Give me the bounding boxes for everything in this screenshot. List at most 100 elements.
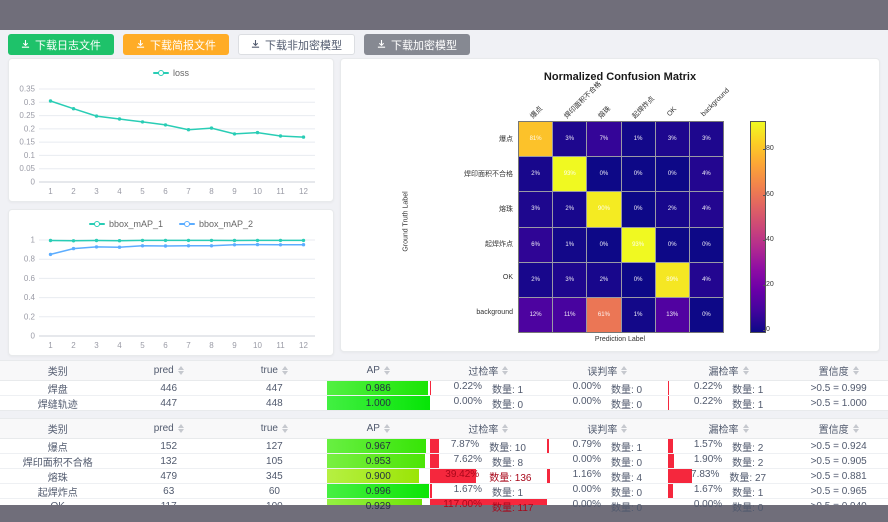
main-content: loss 0 0.05 0.1 0.15 0.2 0.25 0.3 0.35 1 2 3 4 5 6 7 8 9… bbox=[8, 58, 880, 356]
cell-over: 1.67% 数量: 1 bbox=[429, 484, 547, 498]
confusion-matrix-title: Normalized Confusion Matrix bbox=[543, 71, 697, 83]
table-row: 起焊炸点 63 60 0.996 1.67% 数量: 1 0.00% 数量: 0 1.67% 数量… bbox=[0, 484, 888, 499]
data-point bbox=[278, 238, 283, 243]
sort-caret-icon[interactable] bbox=[502, 424, 509, 433]
table-header-ap[interactable]: AP bbox=[327, 419, 430, 438]
sort-caret-icon[interactable] bbox=[502, 366, 509, 375]
matrix-cell: 2% bbox=[587, 262, 621, 297]
table-header-miss[interactable]: 漏检率 bbox=[668, 361, 790, 380]
sort-caret-icon[interactable] bbox=[852, 366, 859, 375]
cell-miss: 7.83% 数量: 27 bbox=[667, 469, 790, 483]
x-tick-label: 5 bbox=[140, 341, 145, 350]
matrix-cell: 2% bbox=[519, 157, 553, 192]
table-header-mis[interactable]: 误判率 bbox=[547, 419, 668, 438]
data-point bbox=[71, 239, 76, 243]
data-point bbox=[278, 243, 283, 247]
table-row: 焊缝轨迹 447 448 1.000 0.00% 数量: 0 0.00% 数量: 0 0.22%… bbox=[0, 396, 888, 410]
cell-conf: >0.5 = 0.999 bbox=[810, 382, 867, 394]
data-point bbox=[94, 238, 99, 243]
x-tick-label: 4 bbox=[117, 341, 122, 350]
table-header-row: 类别 pred true AP 过检率 误判率 漏检率 置信度 bbox=[0, 419, 888, 439]
cell-true: 448 bbox=[266, 397, 283, 409]
rate-bar bbox=[429, 439, 439, 453]
data-point bbox=[94, 114, 99, 118]
cell-miss: 0.22% 数量: 1 bbox=[667, 381, 764, 395]
sort-caret-icon[interactable] bbox=[177, 366, 184, 375]
matrix-cell: 4% bbox=[689, 262, 723, 297]
matrix-cell: 81% bbox=[519, 122, 553, 157]
legend-item-loss[interactable]: loss bbox=[152, 68, 189, 78]
download-button-2[interactable]: 下载简报文件 bbox=[123, 34, 229, 55]
cell-pred: 446 bbox=[160, 382, 178, 394]
table-header-pred[interactable]: pred bbox=[115, 361, 222, 380]
rate-bar bbox=[667, 396, 669, 410]
download-icon bbox=[377, 40, 386, 48]
cell-true: 127 bbox=[266, 440, 283, 452]
table-header-true[interactable]: true bbox=[222, 361, 327, 380]
confusion-matrix: Normalized Confusion Matrix Ground Truth… bbox=[380, 63, 840, 345]
x-tick-label: 6 bbox=[163, 341, 168, 350]
table-header-conf[interactable]: 置信度 bbox=[789, 361, 888, 380]
sort-caret-icon[interactable] bbox=[383, 366, 390, 375]
header-label: true bbox=[260, 423, 278, 434]
matrix-cell: 1% bbox=[553, 227, 587, 262]
table-header-ap[interactable]: AP bbox=[327, 361, 430, 380]
matrix-cell: 1% bbox=[621, 297, 655, 332]
matrix-cell: 0% bbox=[689, 227, 723, 262]
legend-marker bbox=[88, 221, 105, 227]
table-row: 熔珠 479 345 0.900 39.42% 数量: 136 1.16% 数量: 4 7.83… bbox=[0, 469, 888, 484]
matrix-cell: 0% bbox=[655, 157, 689, 192]
cell-class: 焊印面积不合格 bbox=[22, 457, 93, 469]
colorbar-tick-label: 20 bbox=[763, 280, 774, 288]
sort-caret-icon[interactable] bbox=[742, 424, 749, 433]
sort-caret-icon[interactable] bbox=[281, 366, 288, 375]
cell-pred: 63 bbox=[163, 485, 175, 497]
sort-caret-icon[interactable] bbox=[383, 424, 390, 433]
data-point bbox=[71, 107, 76, 111]
sort-caret-icon[interactable] bbox=[742, 366, 749, 375]
table-header-over[interactable]: 过检率 bbox=[430, 361, 547, 380]
header-label: pred bbox=[153, 365, 174, 376]
data-point bbox=[209, 244, 214, 248]
table-header-mis[interactable]: 误判率 bbox=[547, 361, 668, 380]
map-chart: 00.20.40.60.811 2 3 4 5 6 7 8 9 10 11 12 bbox=[24, 236, 315, 350]
sort-caret-icon[interactable] bbox=[621, 366, 628, 375]
table-header-true[interactable]: true bbox=[222, 419, 327, 438]
matrix-col-label: background bbox=[700, 87, 731, 118]
matrix-cell: 0% bbox=[655, 227, 689, 262]
table-header-miss[interactable]: 漏检率 bbox=[668, 419, 790, 438]
legend-item-bbox_mAP_1[interactable]: bbox_mAP_1 bbox=[88, 219, 163, 229]
header-label: true bbox=[260, 365, 278, 376]
download-button-4[interactable]: 下载加密模型 bbox=[364, 34, 470, 55]
cell-true: 60 bbox=[268, 485, 280, 497]
loss-chart-card: loss 0 0.05 0.1 0.15 0.2 0.25 0.3 0.35 1 2 3 4 5 6 7 8 9… bbox=[8, 58, 334, 202]
legend-item-bbox_mAP_2[interactable]: bbox_mAP_2 bbox=[179, 219, 253, 229]
y-tick-label: 0.25 bbox=[19, 111, 35, 120]
matrix-cell: 0% bbox=[621, 157, 655, 192]
table-header-conf[interactable]: 置信度 bbox=[789, 419, 888, 438]
legend-label: loss bbox=[172, 68, 189, 78]
x-tick-label: 8 bbox=[209, 341, 214, 350]
sort-caret-icon[interactable] bbox=[281, 424, 288, 433]
table-header-pred[interactable]: pred bbox=[115, 419, 222, 438]
x-tick-label: 10 bbox=[253, 187, 262, 196]
data-point bbox=[94, 245, 99, 249]
header-label: 过检率 bbox=[468, 367, 499, 378]
download-button-1[interactable]: 下载日志文件 bbox=[8, 34, 114, 55]
y-tick-label: 0.35 bbox=[19, 85, 35, 94]
matrix-cell: 93% bbox=[553, 157, 587, 192]
top-window-bar bbox=[0, 0, 888, 30]
matrix-cell: 93% bbox=[621, 227, 655, 262]
x-tick-label: 4 bbox=[117, 187, 122, 196]
header-label: 置信度 bbox=[818, 425, 849, 436]
matrix-row-label: 熔珠 bbox=[499, 206, 513, 213]
y-tick-label: 0.8 bbox=[24, 255, 36, 264]
download-button-3[interactable]: 下载非加密模型 bbox=[238, 34, 355, 55]
sort-caret-icon[interactable] bbox=[177, 424, 184, 433]
sort-caret-icon[interactable] bbox=[621, 424, 628, 433]
table-header-over[interactable]: 过检率 bbox=[430, 419, 547, 438]
data-point bbox=[163, 123, 168, 127]
sort-caret-icon[interactable] bbox=[852, 424, 859, 433]
ground-truth-axis-label: Ground Truth Label bbox=[402, 191, 410, 252]
